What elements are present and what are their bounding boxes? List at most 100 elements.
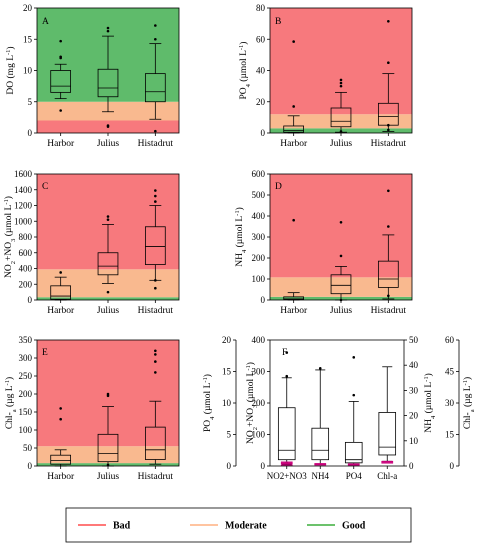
y-axis-label-part: ): [245, 362, 256, 365]
outlier-point: [154, 189, 157, 192]
outlier-point: [59, 417, 62, 421]
y-axis-label-part: (µmol L: [245, 370, 256, 404]
box-3: [144, 24, 166, 133]
y-tick-label: 1600: [14, 169, 33, 179]
x-tick-label: Harbor: [280, 139, 308, 149]
y-tick-label: 200: [252, 253, 266, 263]
outer-y-tick-label: 10: [222, 398, 232, 408]
y-axis-label-part: -1: [245, 365, 252, 370]
box-2: [311, 367, 330, 465]
y-tick-label: 100: [252, 274, 266, 284]
y-tick-label: 100: [19, 425, 33, 435]
y-axis-label-part: a: [11, 409, 18, 412]
right-y-axis-label-part: 4: [430, 415, 437, 419]
outlier-point: [106, 29, 110, 33]
right2-y-axis-label-part: -1: [462, 380, 469, 385]
right-y-tick-label: 0: [409, 461, 414, 471]
y-tick-label: 40: [256, 66, 266, 76]
outlier-point: [154, 349, 157, 353]
y-tick-label: 500: [252, 190, 266, 200]
box-iqr: [97, 252, 119, 276]
y-axis-label: NH4 (µmol L-1): [234, 207, 248, 267]
y-tick-label: 350: [19, 335, 33, 345]
outlier-point: [339, 254, 343, 258]
outer-y-axis-label-part: 4: [209, 416, 216, 420]
y-tick-label: 600: [19, 248, 33, 258]
y-axis-label-part: NO: [4, 264, 14, 278]
box-iqr: [283, 125, 305, 133]
y-axis-label: Chl-a (µg L-1): [4, 377, 18, 429]
y-axis-label-part: ): [4, 377, 15, 380]
box-iqr: [277, 407, 296, 461]
outlier-point: [154, 24, 157, 27]
outer-y-axis-label: PO4 (µmol L-1): [202, 374, 216, 432]
x-tick-label: Histadrut: [371, 139, 407, 149]
box-iqr: [50, 70, 72, 93]
band-moderate: [270, 277, 412, 297]
panel-D: 0 100 200 300 400 500 600 Harbor Julius Histadrut…: [234, 169, 413, 316]
y-tick-label: 20: [256, 97, 266, 107]
legend-entry-3: Good: [307, 521, 366, 532]
outer-y-tick-label: 5: [227, 430, 232, 440]
right2-y-tick-label: 45: [445, 367, 455, 377]
y-axis-label-part: 3: [10, 239, 17, 242]
y-axis-label-part: DO (mg L: [5, 55, 16, 95]
right2-y-tick-label: 60: [445, 335, 455, 345]
outer-y-tick-label: 15: [222, 367, 232, 377]
outlier-point: [292, 105, 295, 108]
box-iqr: [377, 260, 399, 288]
x-tick-label: Harbor: [47, 306, 75, 316]
box-iqr: [50, 454, 72, 465]
outlier-point: [154, 353, 157, 356]
y-axis-label-part: 4: [241, 249, 248, 253]
legend-label: Bad: [113, 521, 131, 532]
y-tick-label: 200: [19, 389, 33, 399]
x-tick-label: Histadrut: [138, 139, 174, 149]
outlier-point: [154, 194, 157, 198]
outlier-point: [154, 279, 157, 282]
y-tick-label: 200: [252, 398, 266, 408]
y-axis-label-part: -1: [4, 380, 11, 385]
panel-A: 0 5 10 15 20 Harbor Julius Histadrut A DO (mg L-1…: [5, 3, 180, 149]
box-4: [378, 366, 397, 462]
x-tick-label: Harbor: [280, 306, 308, 316]
outer-y-axis-label-part: -1: [202, 377, 209, 382]
box-1: [50, 407, 72, 467]
panel-letter: B: [275, 17, 281, 27]
box-iqr: [50, 285, 72, 300]
y-axis-label-part: +NO: [246, 408, 256, 427]
y-tick-label: 0: [28, 128, 33, 138]
x-tick-label: Chl-a: [377, 471, 397, 481]
y-tick-label: 0: [261, 461, 266, 471]
right-y-tick-label: 40: [409, 360, 419, 370]
right-y-tick-label: 50: [409, 335, 419, 345]
box-iqr: [144, 73, 166, 103]
outlier-point: [154, 286, 157, 290]
y-tick-label: 100: [252, 430, 266, 440]
box-iqr: [330, 107, 352, 128]
y-axis-label: PO4 (µmol L-1): [238, 42, 252, 100]
box-3: [144, 349, 166, 465]
outlier-point: [387, 294, 390, 298]
y-tick-label: 250: [19, 371, 33, 381]
y-tick-label: 400: [252, 335, 266, 345]
y-tick-label: 300: [252, 367, 266, 377]
y-tick-label: 1400: [14, 185, 33, 195]
right2-y-axis-label-part: (µg L: [462, 385, 473, 409]
panel-letter: A: [42, 17, 49, 27]
outlier-point: [59, 109, 62, 112]
outlier-point: [387, 189, 390, 193]
outer-y-tick-label: 20: [222, 335, 232, 345]
box-iqr: [378, 412, 397, 456]
outlier-point: [339, 81, 343, 85]
legend-entry-1: Bad: [78, 521, 131, 532]
x-tick-label: Histadrut: [138, 472, 174, 482]
y-axis-label-part: -1: [238, 45, 245, 50]
x-tick-label: PO4: [346, 471, 363, 481]
outlier-point: [352, 356, 356, 359]
right-y-tick-label: 10: [409, 436, 419, 446]
right2-y-axis-label-part: ): [462, 377, 473, 380]
box-iqr: [97, 433, 119, 463]
y-axis-label-part: -1: [5, 50, 12, 55]
